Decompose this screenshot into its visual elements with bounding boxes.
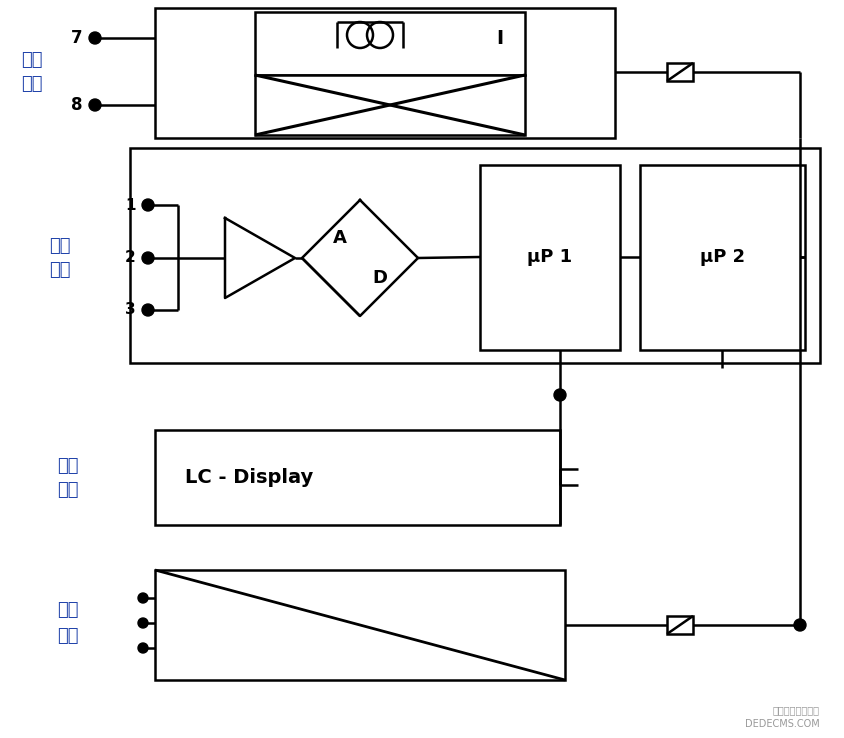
Circle shape xyxy=(142,252,154,264)
Bar xyxy=(255,12,525,75)
Circle shape xyxy=(138,593,148,603)
Circle shape xyxy=(89,99,101,111)
Text: 3: 3 xyxy=(126,303,136,317)
Text: LC - Display: LC - Display xyxy=(185,468,313,487)
Circle shape xyxy=(89,32,101,44)
Text: μP 1: μP 1 xyxy=(528,249,572,266)
Bar xyxy=(667,63,693,81)
Text: μP 2: μP 2 xyxy=(700,249,745,266)
Bar xyxy=(667,616,693,634)
Bar xyxy=(640,165,805,350)
Text: 就地
显示: 就地 显示 xyxy=(57,457,78,500)
Bar xyxy=(480,165,620,350)
Text: I: I xyxy=(496,29,504,47)
Text: 织梦内容管理系统: 织梦内容管理系统 xyxy=(773,705,820,715)
Text: D: D xyxy=(372,269,387,287)
Bar xyxy=(255,75,525,135)
Circle shape xyxy=(142,199,154,211)
Text: 线圈
供电: 线圈 供电 xyxy=(21,50,43,94)
Text: 1: 1 xyxy=(126,198,136,213)
Text: 2: 2 xyxy=(125,250,136,266)
Circle shape xyxy=(794,619,806,631)
Text: 信号
放大: 信号 放大 xyxy=(49,236,71,280)
Bar xyxy=(155,8,615,138)
Text: A: A xyxy=(333,229,347,247)
Text: 7: 7 xyxy=(70,29,82,47)
Bar xyxy=(155,430,560,525)
Text: 电流
输出: 电流 输出 xyxy=(57,601,78,644)
Circle shape xyxy=(142,304,154,316)
Circle shape xyxy=(138,618,148,628)
Circle shape xyxy=(554,389,566,401)
Text: DEDECMS.COM: DEDECMS.COM xyxy=(745,719,820,729)
Bar xyxy=(130,148,820,363)
Text: 8: 8 xyxy=(71,96,82,114)
Bar xyxy=(155,570,565,680)
Circle shape xyxy=(138,643,148,653)
